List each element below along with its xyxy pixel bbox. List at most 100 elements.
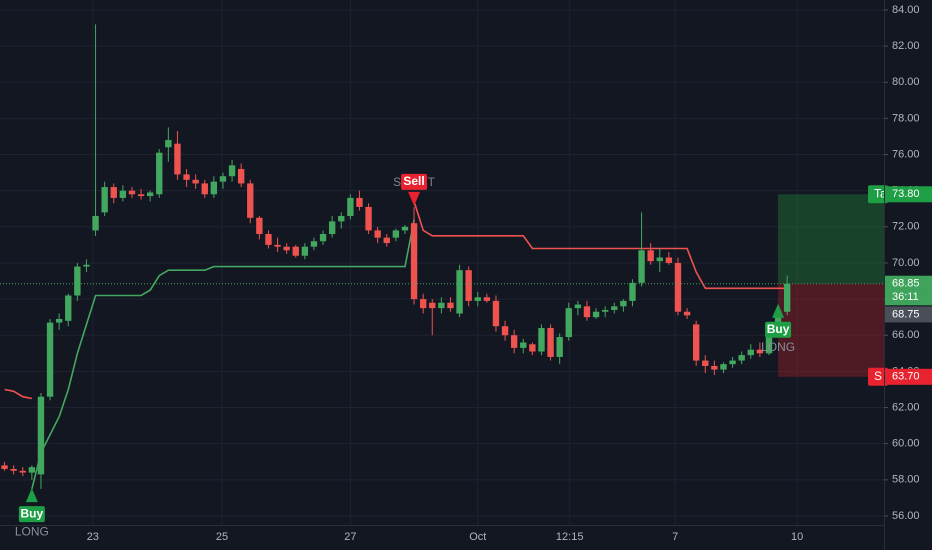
candle-body: [74, 266, 81, 296]
x-tick-label: 27: [344, 531, 356, 543]
signal-label: Buy: [767, 322, 790, 336]
candle-body: [338, 215, 345, 222]
candle-body: [538, 328, 545, 352]
candle-body: [711, 365, 718, 370]
candle-body: [665, 257, 673, 263]
candle-body: [638, 250, 645, 283]
candle-body: [765, 331, 773, 354]
candle-body: [192, 179, 199, 184]
candle-body: [310, 241, 318, 247]
x-tick-label: 10: [791, 531, 803, 543]
candle-body: [146, 192, 154, 197]
candle-body: [83, 264, 90, 267]
x-tick-label: Oct: [469, 531, 486, 543]
candle-body: [319, 234, 327, 242]
y-tick-label: 78.00: [892, 112, 920, 124]
candle-body: [729, 360, 736, 365]
stop-zone: [778, 283, 884, 377]
signal-sub: LONG: [761, 340, 795, 354]
candle-body: [547, 328, 554, 357]
candle-body: [265, 234, 272, 245]
signal-sub: LONG: [15, 524, 49, 538]
y-tick-label: 66.00: [892, 329, 920, 341]
price-tag-label: 63.70: [892, 371, 920, 383]
grid: [0, 0, 884, 525]
candle-body: [447, 302, 454, 309]
candle-body: [274, 244, 281, 247]
y-tick-label: 62.00: [892, 401, 920, 413]
target-zone: [778, 194, 884, 284]
price-tag: [885, 306, 932, 323]
candle-body: [283, 246, 290, 251]
candle-body: [611, 306, 618, 310]
candle-body: [65, 295, 72, 321]
signal-box: [18, 506, 45, 523]
y-tick-label: 84.00: [892, 4, 920, 16]
candle-body: [37, 396, 45, 475]
candle-body: [301, 246, 309, 256]
candle-body: [46, 322, 54, 397]
candle-body: [429, 302, 436, 309]
y-tick-label: 82.00: [892, 40, 920, 52]
y-tick-label: 76.00: [892, 148, 920, 160]
candle-body: [529, 344, 536, 352]
candle-body: [292, 246, 299, 256]
y-tick-label: 60.00: [892, 438, 920, 450]
candle-body: [501, 326, 509, 336]
candle-body: [492, 300, 500, 327]
candle-body: [219, 176, 227, 182]
side-tag: [868, 367, 888, 386]
candle-body: [556, 337, 563, 357]
side-tag-label: S: [874, 369, 882, 383]
candle-body: [774, 311, 782, 332]
signal-arrow: [408, 191, 421, 206]
price-tag-label: 68.85: [892, 278, 920, 290]
candle-body: [601, 309, 609, 312]
price-tag-label: 73.80: [892, 188, 920, 200]
candle-body: [683, 311, 691, 316]
price-tag-label: 68.75: [892, 308, 920, 320]
candle-body: [383, 237, 390, 244]
candle-body: [19, 470, 26, 473]
candle-body: [237, 168, 245, 184]
candle-body: [574, 304, 582, 309]
candle-body: [747, 349, 754, 356]
candle-body: [465, 270, 472, 301]
signal-label: Sell: [403, 174, 424, 188]
candle-body: [620, 300, 627, 307]
candle-body: [101, 187, 108, 213]
candle-body: [210, 181, 218, 195]
signal-box: [401, 173, 428, 190]
trend-line: [31, 219, 415, 490]
candle-body: [410, 223, 418, 300]
candle-body: [110, 187, 117, 198]
candle-body: [647, 250, 654, 262]
candle-body: [201, 183, 208, 195]
candle-body: [692, 324, 700, 361]
candle-body: [247, 183, 254, 218]
candle-body: [783, 283, 791, 312]
candle-body: [356, 197, 363, 207]
candle-body: [419, 299, 427, 309]
y-tick-label: 58.00: [892, 474, 920, 486]
candle-body: [474, 297, 481, 301]
candle-body: [347, 197, 354, 216]
y-tick-label: 70.00: [892, 257, 920, 269]
price-tag: [885, 186, 932, 203]
candle-body: [656, 257, 663, 262]
candle-body: [756, 349, 764, 354]
price-tag-label: 36:11: [892, 291, 919, 303]
candle-body: [10, 468, 17, 471]
plot: LONGBuySHORTSellLONGBuyTaS: [0, 24, 888, 538]
candle-body: [165, 140, 172, 148]
x-tick-label: 7: [672, 531, 678, 543]
candle-body: [720, 364, 727, 370]
trend-line: [4, 201, 788, 400]
candle-body: [365, 206, 372, 231]
candle-body: [565, 308, 572, 338]
candle-body: [674, 262, 682, 312]
y-tick-label: 56.00: [892, 510, 920, 522]
candle-body: [228, 165, 236, 177]
